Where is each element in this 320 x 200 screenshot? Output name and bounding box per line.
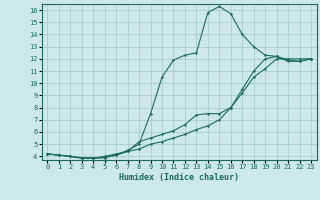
X-axis label: Humidex (Indice chaleur): Humidex (Indice chaleur)	[119, 173, 239, 182]
